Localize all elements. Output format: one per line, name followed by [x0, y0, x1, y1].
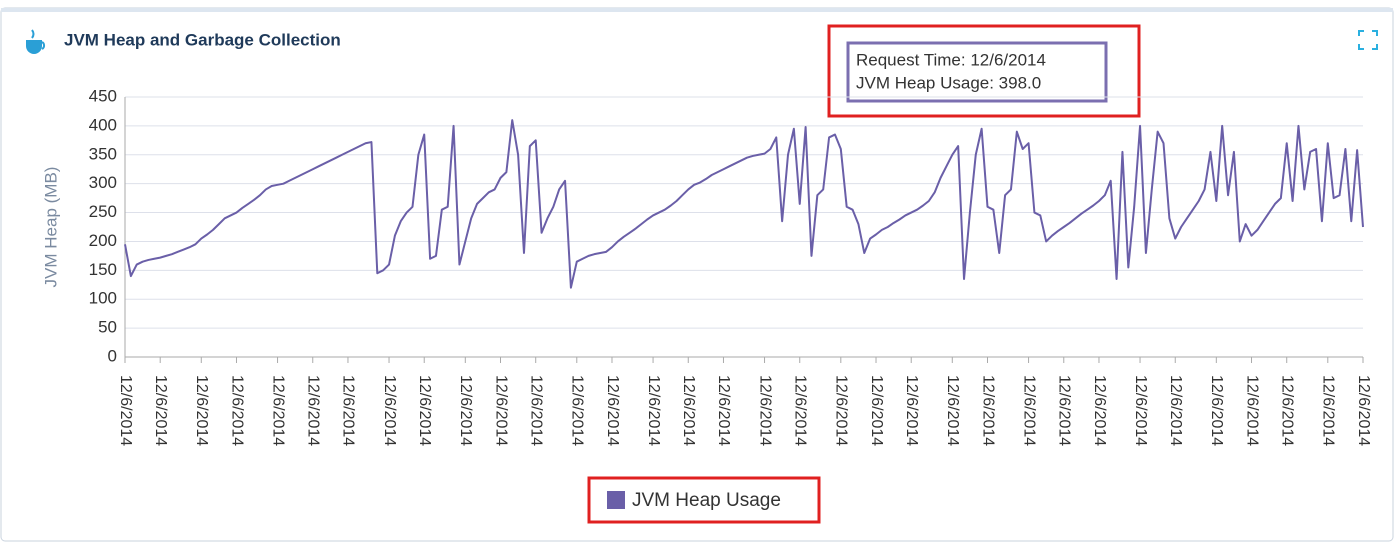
- highlight-box: [827, 24, 1141, 118]
- x-tick-label: 12/6/2014: [792, 375, 809, 446]
- cup-icon: [26, 29, 46, 54]
- y-tick-label: 150: [89, 260, 117, 279]
- x-tick-label: 12/6/2014: [152, 375, 169, 446]
- x-tick-label: 12/6/2014: [1278, 375, 1295, 446]
- x-tick-label: 12/6/2014: [527, 375, 544, 446]
- tooltip-line: Request Time: 12/6/2014: [856, 50, 1046, 69]
- x-tick-label: 12/6/2014: [1208, 375, 1225, 446]
- x-tick-label: 12/6/2014: [944, 375, 961, 446]
- y-tick-label: 400: [89, 115, 117, 134]
- x-tick-label: 12/6/2014: [756, 375, 773, 446]
- x-tick-label: 12/6/2014: [1132, 375, 1149, 446]
- expand-icon[interactable]: [1358, 30, 1378, 50]
- legend-label: JVM Heap Usage: [632, 490, 781, 511]
- panel-top: [1, 8, 1393, 12]
- x-tick-label: 12/6/2014: [1167, 375, 1184, 446]
- y-tick-label: 50: [98, 318, 117, 337]
- x-tick-label: 12/6/2014: [569, 375, 586, 446]
- x-tick-label: 12/6/2014: [645, 375, 662, 446]
- highlight-box: [587, 476, 821, 524]
- x-tick-label: 12/6/2014: [416, 375, 433, 446]
- x-tick-label: 12/6/2014: [833, 375, 850, 446]
- x-tick-label: 12/6/2014: [680, 375, 697, 446]
- y-tick-label: 200: [89, 231, 117, 250]
- x-tick-label: 12/6/2014: [1056, 375, 1073, 446]
- y-tick-label: 250: [89, 202, 117, 221]
- x-tick-label: 12/6/2014: [457, 375, 474, 446]
- x-tick-label: 12/6/2014: [1320, 375, 1337, 446]
- legend-swatch: [607, 491, 625, 509]
- y-tick-label: 300: [89, 173, 117, 192]
- x-tick-label: 12/6/2014: [715, 375, 732, 446]
- x-tick-label: 12/6/2014: [604, 375, 621, 446]
- x-tick-label: 12/6/2014: [340, 375, 357, 446]
- x-tick-label: 12/6/2014: [228, 375, 245, 446]
- x-tick-label: 12/6/2014: [117, 375, 134, 446]
- y-tick-label: 0: [108, 346, 117, 365]
- x-tick-label: 12/6/2014: [868, 375, 885, 446]
- x-tick-label: 12/6/2014: [903, 375, 920, 446]
- panel: [0, 7, 1394, 542]
- tooltip: [846, 41, 1108, 103]
- x-tick-label: 12/6/2014: [1243, 375, 1260, 446]
- x-tick-label: 12/6/2014: [1020, 375, 1037, 446]
- x-tick-label: 12/6/2014: [1091, 375, 1108, 446]
- panel-title: JVM Heap and Garbage Collection: [64, 30, 341, 49]
- y-axis-label: JVM Heap (MB): [41, 167, 60, 288]
- x-tick-label: 12/6/2014: [381, 375, 398, 446]
- x-tick-label: 12/6/2014: [269, 375, 286, 446]
- x-tick-label: 12/6/2014: [305, 375, 322, 446]
- y-tick-label: 100: [89, 289, 117, 308]
- x-tick-label: 12/6/2014: [193, 375, 210, 446]
- y-tick-label: 350: [89, 144, 117, 163]
- series-line: [124, 119, 1364, 289]
- y-tick-label: 450: [89, 86, 117, 105]
- x-tick-label: 12/6/2014: [492, 375, 509, 446]
- tooltip-line: JVM Heap Usage: 398.0: [856, 73, 1041, 92]
- x-tick-label: 12/6/2014: [979, 375, 996, 446]
- x-tick-label: 12/6/2014: [1355, 375, 1372, 446]
